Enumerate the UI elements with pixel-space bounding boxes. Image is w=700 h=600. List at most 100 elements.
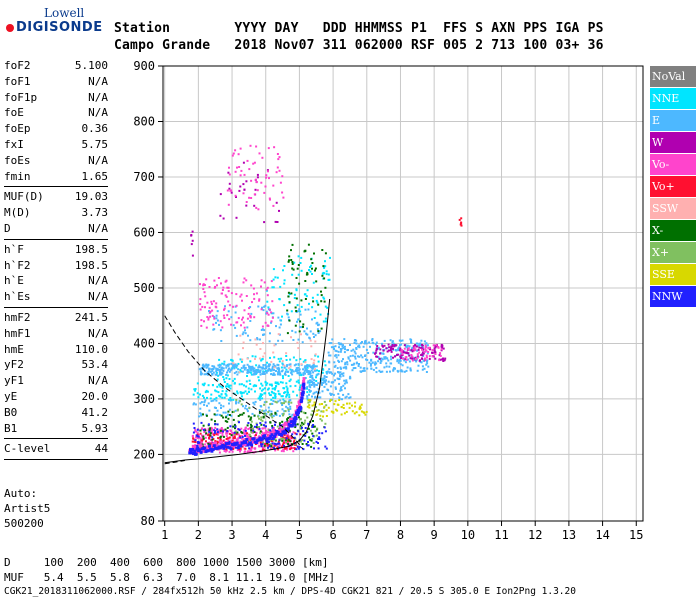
echo-point (286, 435, 289, 438)
param-value: 53.4 (81, 358, 109, 372)
echo-point (268, 177, 270, 180)
echo-point (392, 342, 395, 345)
param-name: fmin (4, 169, 31, 183)
echo-point (325, 409, 328, 412)
echo-point (322, 320, 325, 323)
echo-point (231, 435, 234, 438)
echo-point (212, 328, 215, 331)
echo-point (236, 364, 239, 367)
echo-point (404, 351, 407, 354)
trace-point (302, 386, 306, 390)
echo-point (296, 394, 298, 397)
trace-point (273, 435, 276, 438)
echo-point (306, 370, 309, 373)
echo-point (274, 429, 277, 432)
echo-point (208, 369, 211, 372)
echo-point (318, 436, 321, 439)
param-name: foF1 (4, 74, 31, 88)
y-tick-label: 700 (133, 170, 155, 184)
echo-point (316, 301, 319, 304)
echo-point (271, 403, 274, 405)
echo-point (299, 371, 302, 374)
echo-point (274, 439, 277, 442)
echo-point (297, 338, 300, 341)
echo-point (215, 390, 218, 393)
echo-point (201, 439, 204, 442)
legend-item-w: W (650, 132, 696, 153)
echo-point (272, 372, 275, 375)
echo-point (288, 380, 291, 383)
echo-point (369, 364, 372, 367)
echo-point (239, 174, 242, 177)
echo-point (406, 344, 409, 347)
echo-point (302, 448, 305, 451)
echo-point (265, 400, 268, 403)
echo-point (208, 368, 210, 371)
echo-point (198, 415, 201, 418)
echo-point (235, 334, 238, 337)
echo-point (287, 443, 290, 445)
echo-point (309, 438, 312, 441)
echo-point (343, 412, 346, 415)
echo-point (391, 345, 394, 348)
echo-point (232, 324, 235, 327)
param-name: foF1p (4, 90, 38, 104)
echo-point (372, 368, 375, 371)
param-name: foEp (4, 122, 31, 136)
echo-point (288, 431, 291, 433)
echo-point (267, 406, 270, 409)
echo-point (275, 401, 278, 404)
trace-point (260, 437, 264, 441)
echo-point (291, 329, 294, 332)
echo-point (243, 366, 245, 369)
echo-point (248, 366, 251, 369)
echo-point (230, 316, 233, 319)
echo-point (215, 317, 218, 320)
echo-point (260, 279, 263, 282)
trace-point (269, 434, 273, 438)
echo-point (215, 396, 218, 399)
echo-point (285, 395, 288, 398)
echo-point (378, 357, 381, 360)
echo-point (409, 357, 412, 360)
trace-point (202, 449, 205, 453)
legend-item-vo-: Vo- (650, 154, 696, 175)
param-value: 198.5 (74, 242, 108, 256)
echo-point (244, 332, 247, 335)
echo-point (226, 430, 229, 433)
echo-point (284, 447, 287, 450)
param-name: foE (4, 106, 24, 120)
echo-point (441, 358, 444, 361)
param-name: foF2 (4, 59, 31, 72)
echo-point (360, 403, 363, 406)
echo-point (310, 345, 313, 348)
trace-point (189, 451, 193, 454)
echo-point (376, 345, 379, 347)
echo-point (225, 448, 228, 451)
echo-point (337, 359, 340, 362)
echo-point (311, 318, 313, 321)
echo-point (417, 364, 420, 367)
echo-point (350, 363, 353, 366)
echo-point (294, 448, 296, 450)
echo-point (353, 341, 356, 344)
echo-point (395, 344, 398, 347)
echo-point (348, 406, 351, 409)
echo-point (259, 369, 262, 372)
echo-point (385, 347, 388, 350)
echo-point (268, 363, 271, 366)
echo-point (288, 319, 291, 322)
echo-point (460, 217, 463, 220)
echo-point (250, 425, 253, 428)
echo-point (307, 371, 310, 374)
echo-point (312, 381, 315, 384)
echo-point (292, 356, 295, 359)
echo-point (297, 416, 300, 419)
trace-point (241, 443, 245, 447)
echo-point (281, 360, 284, 363)
echo-point (233, 433, 236, 436)
echo-point (232, 425, 235, 428)
echo-point (424, 348, 427, 351)
trace-point (301, 390, 305, 394)
echo-point (310, 358, 313, 361)
